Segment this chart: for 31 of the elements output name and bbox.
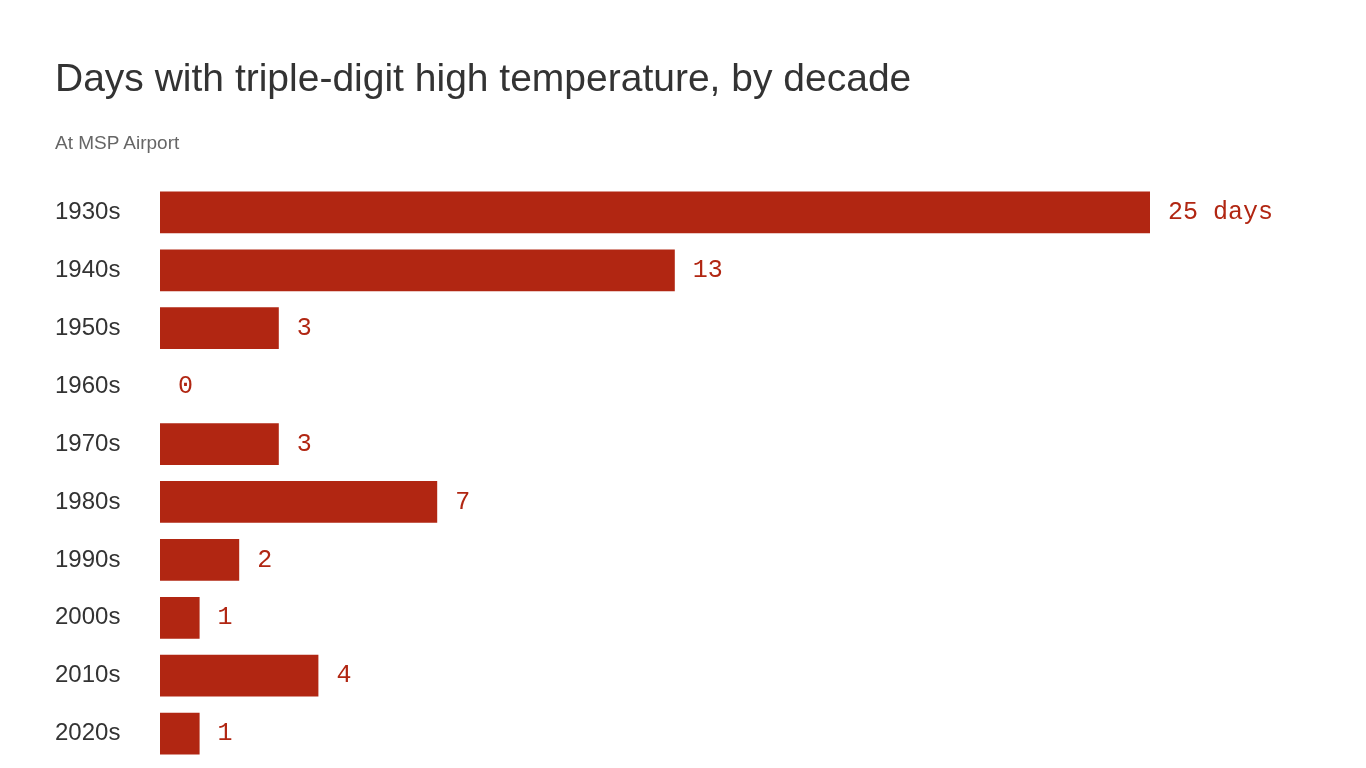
y-tick-label: 1960s xyxy=(55,370,121,398)
y-tick-label: 1990s xyxy=(55,544,121,572)
bar xyxy=(160,596,200,639)
bar xyxy=(160,249,675,292)
bar xyxy=(160,539,240,581)
bar xyxy=(160,481,438,523)
data-label: 0 xyxy=(178,371,194,401)
y-tick-label: 1970s xyxy=(55,428,121,456)
y-tick-label: 1950s xyxy=(55,312,121,340)
data-label: 1 xyxy=(217,603,233,633)
data-label: 1 xyxy=(217,719,233,749)
data-label: 3 xyxy=(296,313,312,343)
data-label: 2 xyxy=(257,545,273,575)
bar xyxy=(160,712,200,755)
y-tick-label: 2010s xyxy=(55,660,121,688)
y-tick-label: 2000s xyxy=(55,602,121,630)
y-tick-label: 1980s xyxy=(55,486,121,514)
data-label: 25 days xyxy=(1168,197,1274,227)
data-label: 7 xyxy=(455,487,471,517)
bar xyxy=(160,654,319,697)
data-label: 4 xyxy=(336,661,352,691)
y-tick-label: 1930s xyxy=(55,196,121,224)
chart-title: Days with triple-digit high temperature, by decade xyxy=(55,56,912,100)
chart-subtitle: At MSP Airport xyxy=(55,132,180,154)
bar xyxy=(160,191,1150,234)
y-tick-label: 2020s xyxy=(55,718,121,746)
data-label: 3 xyxy=(296,429,312,459)
data-label: 13 xyxy=(692,255,723,285)
y-tick-label: 1940s xyxy=(55,254,121,282)
bar xyxy=(160,423,279,465)
bar xyxy=(160,307,279,350)
